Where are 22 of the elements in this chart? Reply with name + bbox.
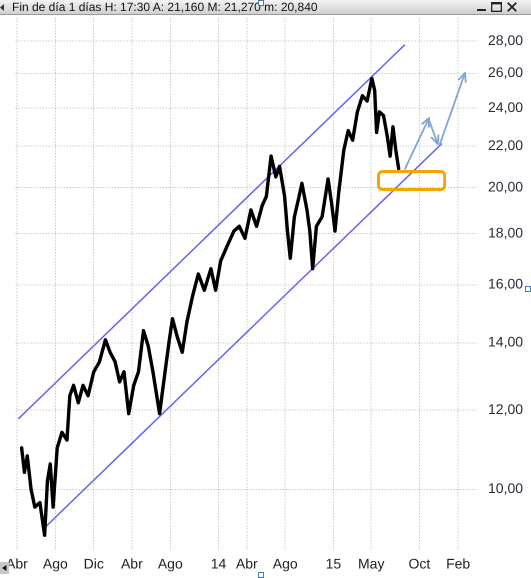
y-tick-label: 14,00 (488, 334, 524, 350)
y-tick-label: 18,00 (488, 224, 524, 240)
x-tick-label: 15 (326, 555, 342, 572)
x-tick-label: Abr (120, 555, 144, 572)
chart-title: Fin de día 1 días H: 17:30 A: 21,160 M: 21,270 m: 20,840 (12, 0, 318, 14)
y-tick-label: 22,00 (488, 136, 524, 153)
x-tick-label: Ago (42, 555, 68, 572)
x-tick-label: 14 (210, 555, 226, 572)
x-tick-label: May (358, 555, 384, 572)
y-tick-label: 24,00 (488, 99, 524, 116)
y-tick-label: 20,00 (488, 178, 524, 194)
y-tick-label: 28,00 (488, 32, 524, 48)
y-tick-label: 26,00 (488, 64, 524, 80)
x-tick-label: Oct (408, 555, 430, 572)
y-tick-label: 12,00 (488, 400, 524, 417)
x-tick-label: Dic (84, 555, 104, 572)
y-tick-label: 16,00 (488, 276, 524, 292)
x-tick-label: Feb (446, 555, 470, 572)
x-tick-label: Ago (158, 555, 183, 572)
x-tick-label: Ago (272, 555, 298, 572)
x-tick-label: Abr (236, 555, 258, 572)
y-tick-label: 10,00 (488, 480, 524, 496)
